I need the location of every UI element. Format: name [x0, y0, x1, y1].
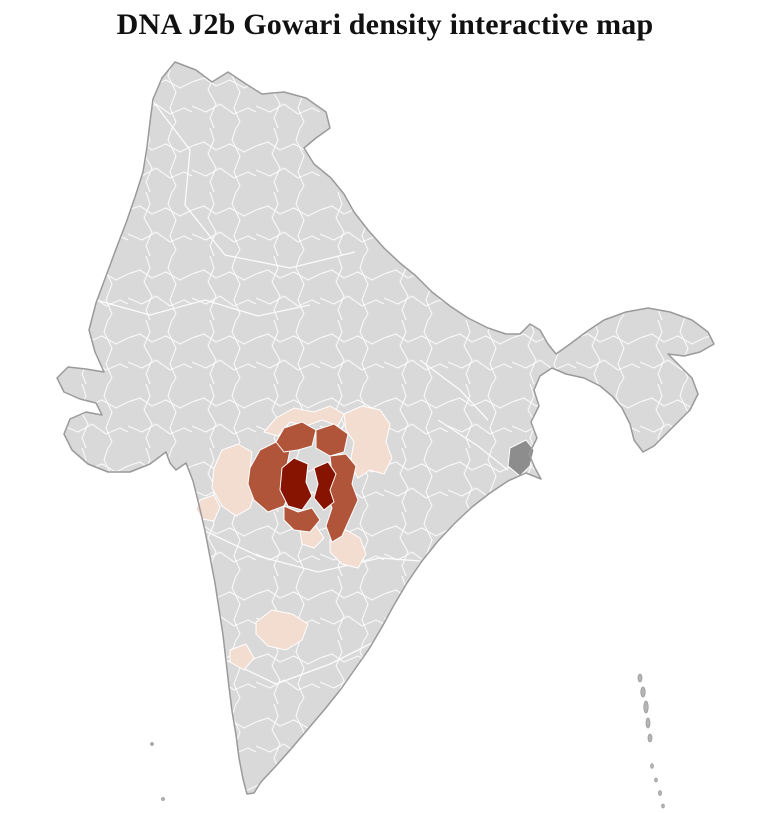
andaman-nicobar-islands[interactable] — [637, 673, 665, 809]
lakshadweep-islands[interactable] — [150, 742, 165, 801]
